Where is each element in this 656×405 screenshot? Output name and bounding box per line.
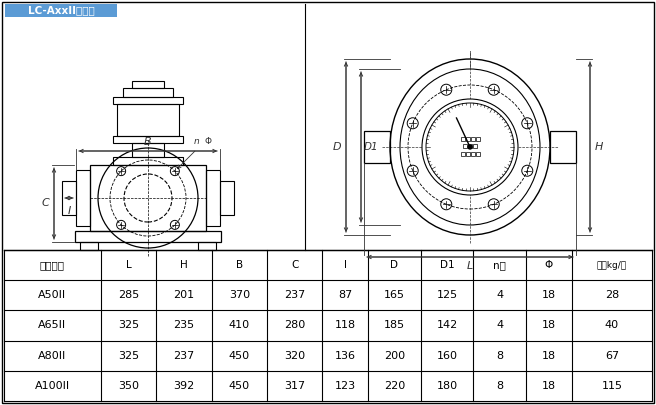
Text: 285: 285	[118, 290, 139, 300]
Text: 450: 450	[229, 381, 250, 391]
Text: 320: 320	[284, 351, 305, 361]
Text: C: C	[291, 260, 298, 270]
Text: 4: 4	[496, 290, 503, 300]
Text: 185: 185	[384, 320, 405, 330]
Text: 18: 18	[542, 290, 556, 300]
Bar	[466, 152, 470, 156]
Bar	[463, 144, 467, 148]
Bar	[476, 137, 480, 141]
Text: 237: 237	[284, 290, 306, 300]
Text: H: H	[595, 142, 604, 152]
Bar	[113, 136, 183, 143]
Text: 142: 142	[436, 320, 458, 330]
Text: n个: n个	[493, 260, 506, 270]
Text: 280: 280	[284, 320, 306, 330]
Bar	[90, 165, 206, 231]
Circle shape	[426, 103, 514, 191]
Bar	[5, 4, 117, 17]
Text: Φ: Φ	[205, 137, 212, 146]
Text: 201: 201	[173, 290, 195, 300]
Text: 200: 200	[384, 351, 405, 361]
Text: 18: 18	[542, 381, 556, 391]
Text: 115: 115	[602, 381, 623, 391]
Text: 28: 28	[605, 290, 619, 300]
Text: I: I	[68, 206, 71, 216]
Bar	[468, 144, 472, 148]
Bar	[76, 170, 90, 226]
Text: D1: D1	[440, 260, 455, 270]
Text: 220: 220	[384, 381, 405, 391]
Bar	[132, 143, 164, 157]
Bar	[461, 152, 464, 156]
Text: I: I	[344, 260, 347, 270]
Text: D: D	[390, 260, 398, 270]
Text: C: C	[41, 198, 49, 209]
Text: A100II: A100II	[35, 381, 70, 391]
Text: 重量kg/台: 重量kg/台	[597, 260, 627, 270]
Text: 325: 325	[118, 320, 139, 330]
Bar	[466, 137, 470, 141]
Bar	[473, 144, 477, 148]
Text: A80II: A80II	[38, 351, 67, 361]
Text: 237: 237	[173, 351, 195, 361]
Text: L: L	[126, 260, 131, 270]
Bar	[220, 181, 234, 215]
Text: n: n	[194, 137, 199, 146]
Text: A65II: A65II	[39, 320, 66, 330]
Text: 317: 317	[284, 381, 305, 391]
Text: 118: 118	[335, 320, 356, 330]
Text: 350: 350	[118, 381, 139, 391]
Circle shape	[468, 145, 472, 149]
Text: H: H	[180, 260, 188, 270]
Text: 370: 370	[229, 290, 250, 300]
Bar	[117, 104, 179, 136]
Bar	[206, 170, 220, 226]
Text: 392: 392	[173, 381, 195, 391]
Text: 40: 40	[605, 320, 619, 330]
Text: 公称通径: 公称通径	[40, 260, 65, 270]
Text: 325: 325	[118, 351, 139, 361]
Text: 8: 8	[496, 351, 503, 361]
Bar	[461, 137, 464, 141]
Text: B: B	[236, 260, 243, 270]
Text: 165: 165	[384, 290, 405, 300]
Text: 136: 136	[335, 351, 356, 361]
Bar	[132, 81, 164, 88]
Circle shape	[422, 99, 518, 195]
Text: L: L	[467, 261, 473, 271]
Text: 180: 180	[436, 381, 458, 391]
Text: LC-AxxII型轻型: LC-AxxII型轻型	[28, 6, 94, 15]
Text: 8: 8	[496, 381, 503, 391]
Bar	[62, 181, 76, 215]
Text: D1: D1	[364, 142, 379, 152]
Text: 67: 67	[605, 351, 619, 361]
Text: D: D	[333, 142, 341, 152]
Bar	[198, 242, 216, 250]
Bar	[113, 157, 183, 165]
Text: 18: 18	[542, 351, 556, 361]
Text: B: B	[144, 137, 152, 147]
Bar	[75, 231, 221, 242]
Bar	[80, 242, 98, 250]
Text: Φ: Φ	[544, 260, 553, 270]
Bar	[476, 152, 480, 156]
Bar	[550, 131, 576, 163]
Text: 410: 410	[229, 320, 250, 330]
Bar	[113, 97, 183, 104]
Bar	[470, 137, 474, 141]
Text: A50II: A50II	[39, 290, 66, 300]
Text: 18: 18	[542, 320, 556, 330]
Bar	[470, 152, 474, 156]
Text: 450: 450	[229, 351, 250, 361]
Text: 123: 123	[335, 381, 356, 391]
Text: 160: 160	[437, 351, 458, 361]
Text: 4: 4	[496, 320, 503, 330]
Text: 235: 235	[173, 320, 195, 330]
Text: 87: 87	[338, 290, 352, 300]
Bar	[123, 88, 173, 97]
Text: 125: 125	[436, 290, 458, 300]
Bar	[364, 131, 390, 163]
